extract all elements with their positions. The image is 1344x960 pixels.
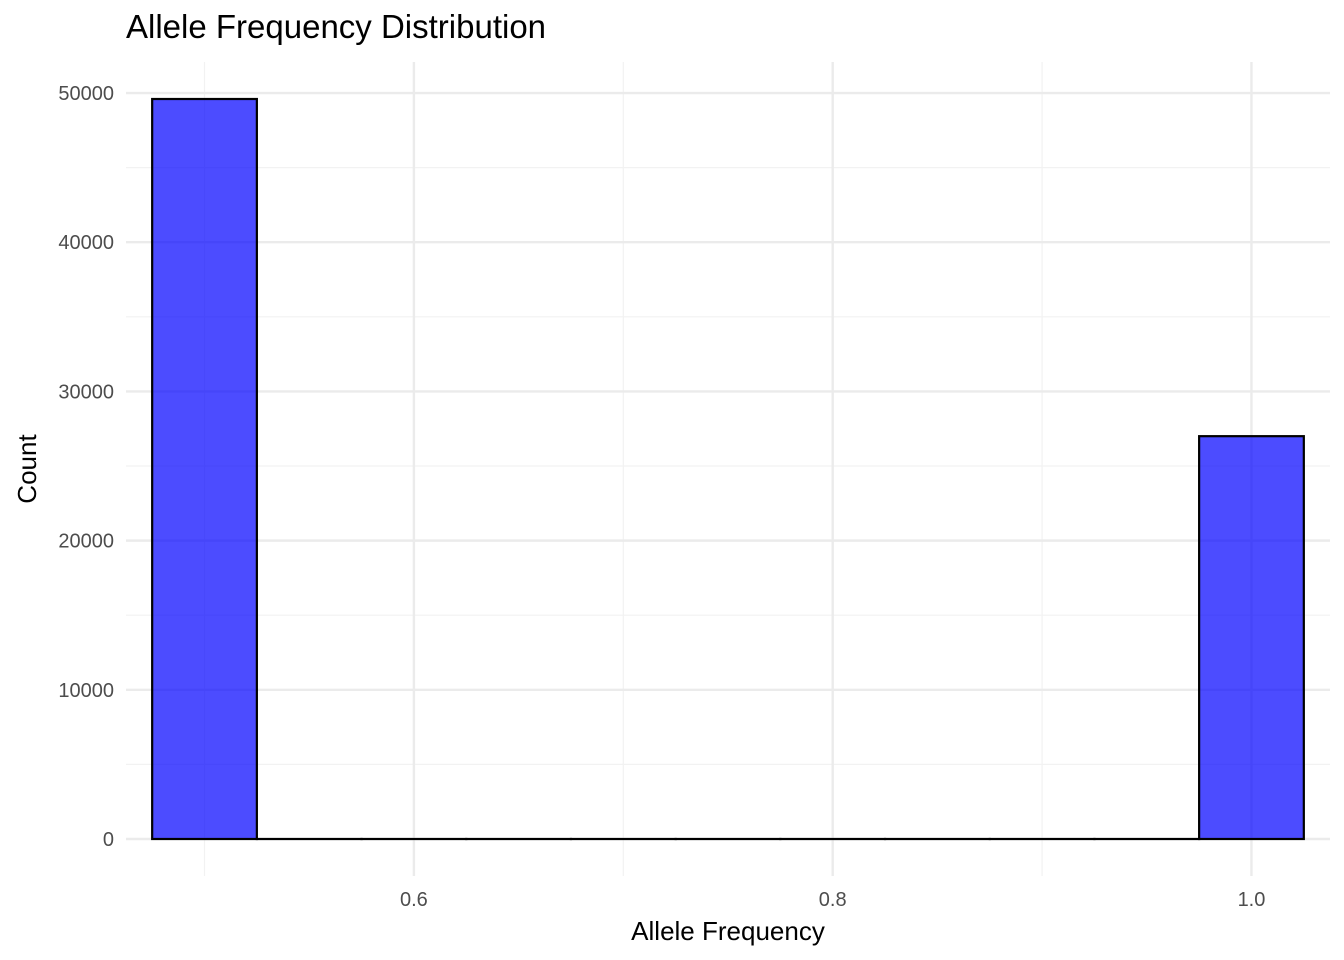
x-axis-tick-labels: 0.6 0.8 1.0 [400,889,1265,911]
grid-major-lines [126,62,1330,876]
histogram-bar [151,97,258,841]
histogram-bar [1198,435,1305,841]
x-axis-title: Allele Frequency [631,916,825,946]
x-tick-label: 0.6 [400,889,428,911]
y-tick-label: 20000 [58,531,114,553]
y-tick-label: 30000 [58,381,114,403]
x-tick-label: 0.8 [819,889,847,911]
y-tick-label: 10000 [58,680,114,702]
chart-title: Allele Frequency Distribution [126,8,547,45]
grid-minor-lines [126,62,1330,876]
y-tick-label: 0 [103,829,114,851]
y-tick-label: 40000 [58,232,114,254]
y-axis-title: Count [12,434,42,504]
y-tick-label: 50000 [58,83,114,105]
y-axis-tick-labels: 0 10000 20000 30000 40000 50000 [58,83,114,851]
histogram-bars [151,97,1305,841]
x-tick-label: 1.0 [1238,889,1266,911]
